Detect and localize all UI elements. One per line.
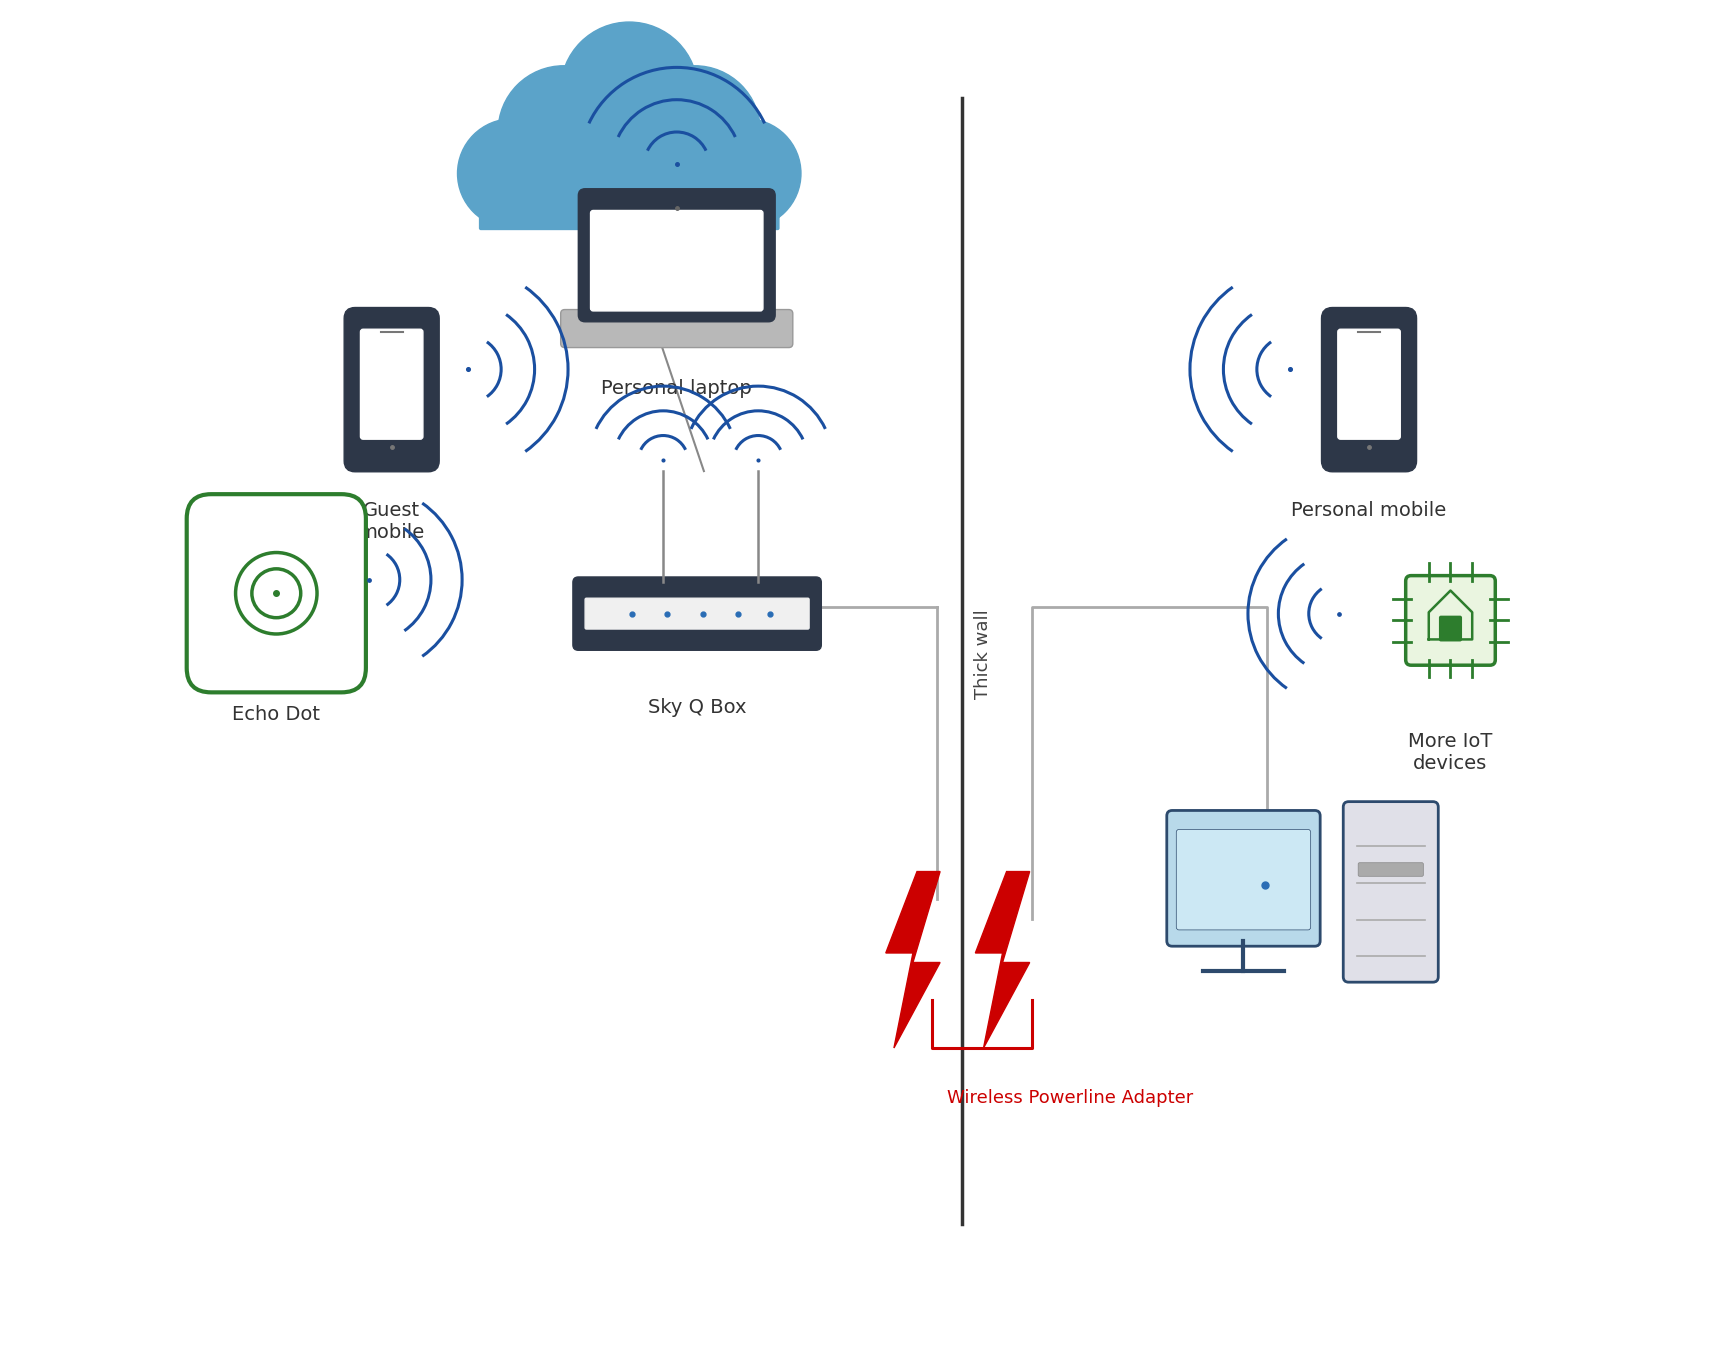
FancyBboxPatch shape bbox=[561, 309, 793, 348]
FancyBboxPatch shape bbox=[187, 495, 366, 692]
FancyBboxPatch shape bbox=[585, 598, 808, 630]
Text: Guest
mobile: Guest mobile bbox=[358, 502, 425, 542]
FancyBboxPatch shape bbox=[1166, 811, 1321, 946]
FancyBboxPatch shape bbox=[1359, 863, 1424, 876]
FancyBboxPatch shape bbox=[1343, 801, 1438, 983]
FancyBboxPatch shape bbox=[344, 308, 439, 472]
FancyBboxPatch shape bbox=[1338, 330, 1400, 439]
FancyBboxPatch shape bbox=[1405, 575, 1495, 665]
Circle shape bbox=[549, 70, 710, 232]
Polygon shape bbox=[886, 871, 941, 1048]
FancyBboxPatch shape bbox=[1440, 616, 1462, 641]
Text: Thick wall: Thick wall bbox=[974, 609, 992, 699]
Circle shape bbox=[458, 119, 568, 228]
Text: More IoT
devices: More IoT devices bbox=[1409, 732, 1493, 773]
Circle shape bbox=[499, 65, 630, 196]
FancyBboxPatch shape bbox=[573, 577, 822, 650]
Text: Personal laptop: Personal laptop bbox=[602, 379, 752, 398]
Circle shape bbox=[691, 119, 802, 228]
Circle shape bbox=[561, 22, 698, 159]
Text: Personal mobile: Personal mobile bbox=[1292, 502, 1447, 519]
FancyBboxPatch shape bbox=[480, 157, 779, 229]
FancyBboxPatch shape bbox=[590, 210, 764, 311]
Text: Wireless Powerline Adapter: Wireless Powerline Adapter bbox=[948, 1089, 1194, 1107]
FancyBboxPatch shape bbox=[578, 188, 776, 322]
FancyBboxPatch shape bbox=[1321, 308, 1417, 472]
FancyBboxPatch shape bbox=[361, 330, 423, 439]
Text: Sky Q Box: Sky Q Box bbox=[648, 698, 746, 717]
FancyBboxPatch shape bbox=[1176, 830, 1311, 930]
Circle shape bbox=[630, 65, 760, 196]
Polygon shape bbox=[975, 871, 1030, 1048]
Text: Echo Dot: Echo Dot bbox=[232, 705, 320, 724]
